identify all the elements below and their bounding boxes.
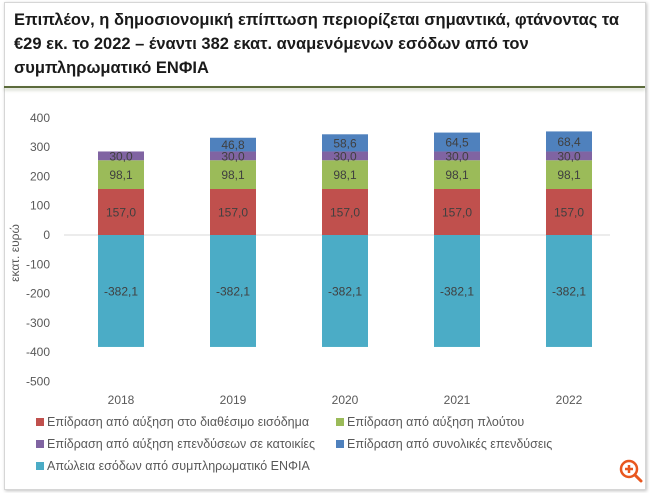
- legend-label: Επίδραση από συνολικές επενδύσεις: [347, 437, 553, 451]
- legend-item: Επίδραση από αύξηση επενδύσεων σε κατοικ…: [36, 437, 315, 451]
- bar-segment: [546, 235, 592, 347]
- data-label: 30,0: [109, 149, 133, 163]
- data-label: 64,5: [445, 136, 469, 150]
- data-label: -382,1: [216, 284, 250, 298]
- bar-segment: [434, 235, 480, 347]
- bar-segment: [98, 160, 144, 189]
- data-label: 98,1: [333, 168, 357, 182]
- legend-swatch: [36, 462, 44, 470]
- data-label: 30,0: [221, 149, 245, 163]
- legend-item: Απώλεια εσόδων από συμπληρωματικό ΕΝΦΙΑ: [36, 459, 310, 473]
- legend-swatch: [336, 418, 344, 426]
- legend-label: Επίδραση από αύξηση επενδύσεων σε κατοικ…: [47, 437, 315, 451]
- data-label: -382,1: [552, 284, 586, 298]
- y-tick-label: 100: [30, 199, 50, 213]
- data-label: 30,0: [557, 149, 581, 163]
- y-tick-label: -300: [26, 316, 50, 330]
- x-tick-label: 2019: [220, 393, 247, 407]
- bar-segment: [322, 160, 368, 189]
- data-label: 68,4: [557, 135, 581, 149]
- y-tick-label: 400: [30, 111, 50, 125]
- bar-segment: [546, 151, 592, 161]
- bar-segment: [210, 235, 256, 347]
- bar-segment: [434, 160, 480, 189]
- data-label: 157,0: [106, 205, 136, 219]
- page-title: Επιπλέον, η δημοσιονομική επίπτωση περιο…: [14, 11, 619, 77]
- bar-segment: [434, 132, 480, 152]
- bar-segment: [210, 188, 256, 235]
- x-tick-label: 2020: [332, 393, 359, 407]
- y-tick-label: -400: [26, 345, 50, 359]
- legend-label: Επίδραση από αύξηση στο διαθέσιμο εισόδη…: [47, 415, 310, 429]
- legend-label: Απώλεια εσόδων από συμπληρωματικό ΕΝΦΙΑ: [47, 459, 310, 473]
- data-label: 157,0: [442, 205, 472, 219]
- data-label: 98,1: [109, 168, 133, 182]
- legend-item: Επίδραση από συνολικές επενδύσεις: [336, 437, 552, 451]
- bar-segment: [546, 188, 592, 235]
- data-label: -382,1: [328, 284, 362, 298]
- bar-segment: [546, 160, 592, 189]
- zoom-in-icon[interactable]: [618, 458, 644, 484]
- bar-segment: [322, 134, 368, 152]
- y-tick-label: 300: [30, 140, 50, 154]
- legend-label: Επίδραση από αύξηση πλούτου: [347, 415, 525, 429]
- data-label: 30,0: [445, 149, 469, 163]
- data-label: -382,1: [440, 284, 474, 298]
- data-label: 46,8: [221, 138, 245, 152]
- legend-swatch: [36, 418, 44, 426]
- bar-segment: [322, 151, 368, 161]
- y-axis-title: εκατ. ευρώ: [8, 224, 22, 282]
- data-label: 58,6: [333, 136, 357, 150]
- data-label: 157,0: [330, 205, 360, 219]
- legend-item: Επίδραση από αύξηση πλούτου: [336, 415, 524, 429]
- data-label: 98,1: [557, 168, 581, 182]
- data-label: 30,0: [333, 149, 357, 163]
- data-label: 98,1: [445, 168, 469, 182]
- x-tick-label: 2018: [108, 393, 135, 407]
- data-label: -382,1: [104, 284, 138, 298]
- x-tick-label: 2021: [444, 393, 471, 407]
- data-label: 157,0: [554, 205, 584, 219]
- bar-segment: [210, 160, 256, 189]
- y-tick-label: -200: [26, 287, 50, 301]
- bar-segment: [322, 235, 368, 347]
- y-tick-label: 200: [30, 169, 50, 183]
- bar-segment: [98, 151, 144, 161]
- x-tick-label: 2022: [556, 393, 583, 407]
- legend-swatch: [36, 440, 44, 448]
- bar-segment: [434, 151, 480, 161]
- bar-segment: [546, 131, 592, 152]
- y-tick-label: -100: [26, 257, 50, 271]
- data-label: 98,1: [221, 168, 245, 182]
- legend-item: Επίδραση από αύξηση στο διαθέσιμο εισόδη…: [36, 415, 309, 429]
- y-tick-label: -500: [26, 375, 50, 389]
- bar-segment: [322, 188, 368, 235]
- bar-segment: [210, 151, 256, 161]
- bar-segment: [98, 235, 144, 347]
- bar-segment: [434, 188, 480, 235]
- bar-segment: [98, 188, 144, 235]
- legend-swatch: [336, 440, 344, 448]
- title-divider: [4, 86, 645, 88]
- data-label: 157,0: [218, 205, 248, 219]
- y-tick-label: 0: [43, 228, 50, 242]
- bar-segment: [210, 137, 256, 152]
